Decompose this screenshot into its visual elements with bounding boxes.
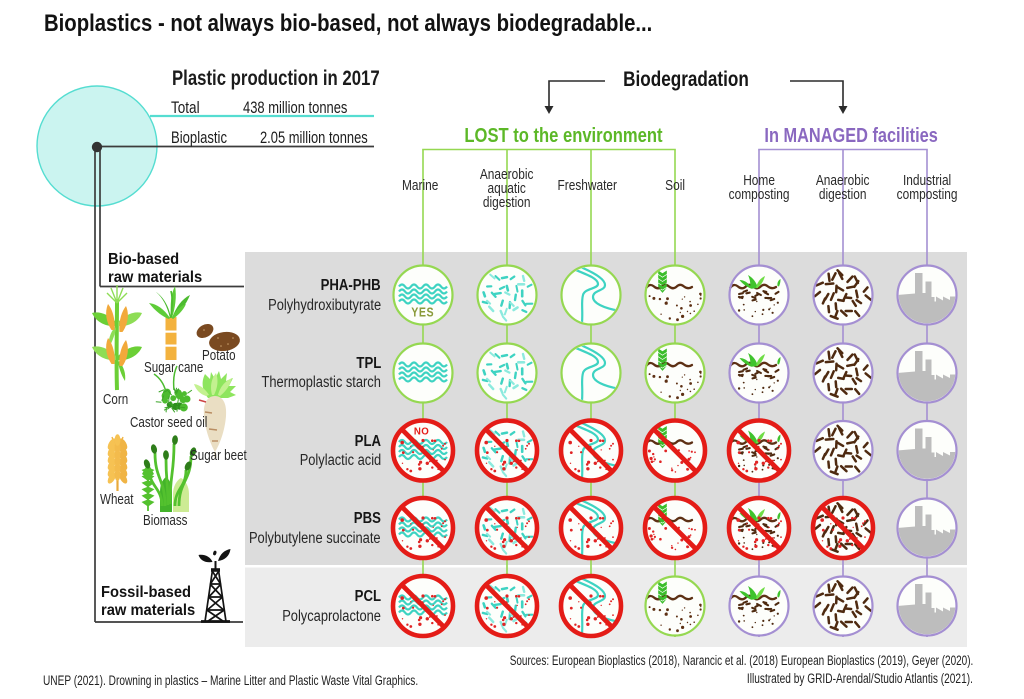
svg-text:NO: NO bbox=[414, 426, 429, 437]
svg-text:YES: YES bbox=[411, 306, 434, 320]
